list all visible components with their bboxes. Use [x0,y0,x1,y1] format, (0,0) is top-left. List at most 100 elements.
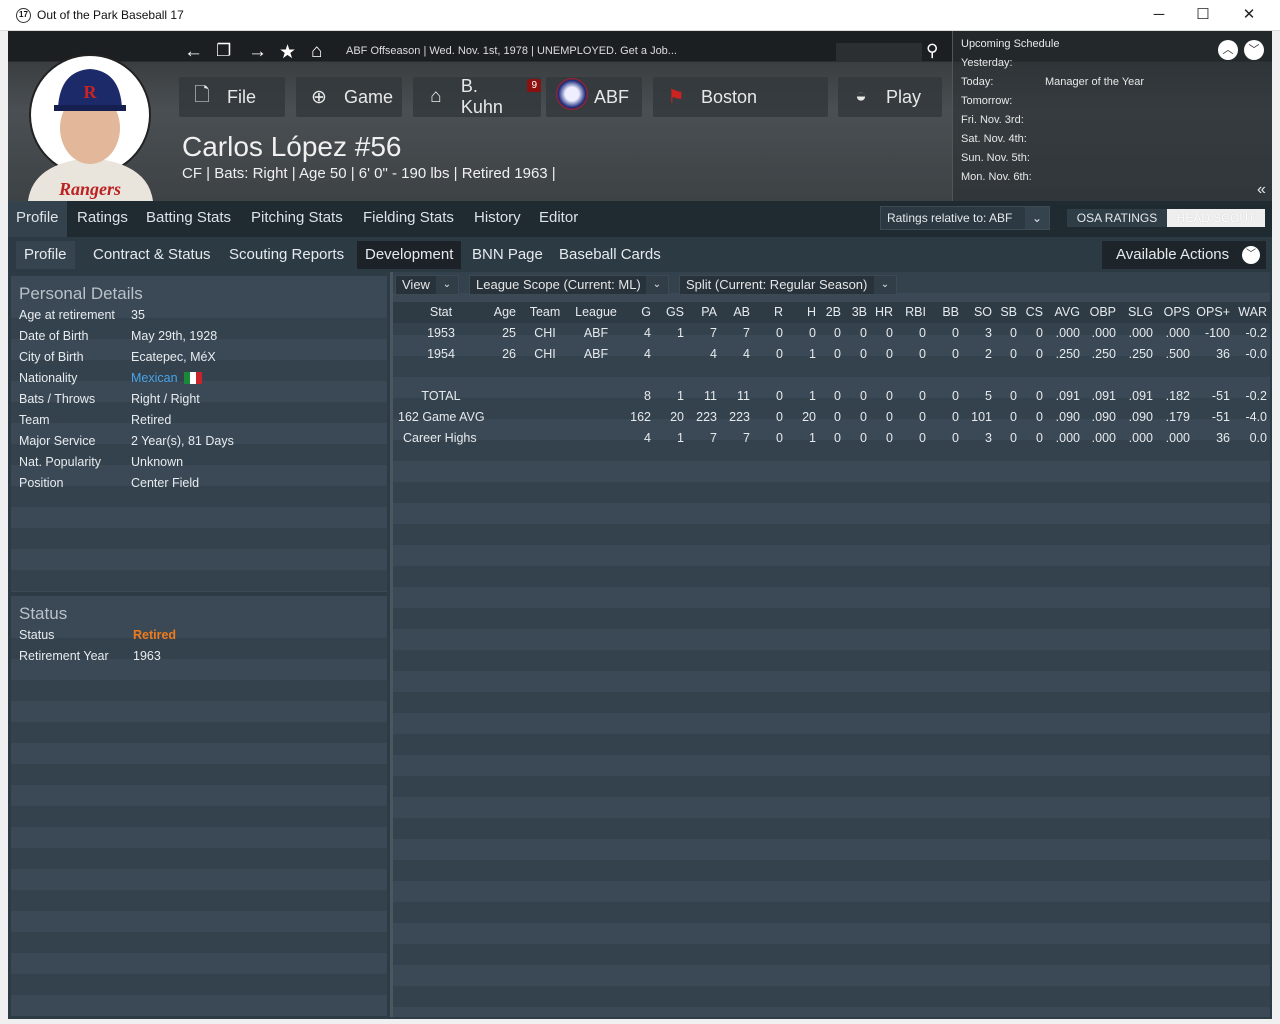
stat-cell: 0 [1036,326,1043,340]
subtab-development[interactable]: Development [357,241,462,269]
stat-cell: 0 [776,431,783,445]
row-label: 1953 [427,326,455,340]
subtab-baseball-cards[interactable]: Baseball Cards [559,246,661,263]
menu-file-button[interactable]: 🗋 File [179,77,285,117]
menu-manager-button[interactable]: ⌂ B. Kuhn 9 [413,76,541,117]
stat-cell: .000 [1128,326,1153,340]
svg-text:R: R [84,82,98,102]
minimize-button[interactable]: ─ [1153,6,1165,23]
back-arrow-icon[interactable]: ← [184,41,203,62]
tab-batting-stats[interactable]: Batting Stats [146,209,232,226]
detail-value: Center Field [131,476,200,490]
menu-abf-button[interactable]: ABF [546,77,642,117]
baseball-icon: ◒ [855,86,867,107]
stat-cell: 0 [834,326,841,340]
tab-pitching-stats[interactable]: Pitching Stats [251,209,343,226]
subtab-contract-status[interactable]: Contract & Status [93,246,211,263]
stat-cell: .090 [1128,410,1153,424]
detail-value: Unknown [131,455,184,469]
ratings-relative-select[interactable]: Ratings relative to: ABF ⌄ [880,206,1050,230]
tab-editor[interactable]: Editor [539,209,579,226]
stat-cell: .090 [1055,410,1080,424]
home-icon[interactable]: ⌂ [311,41,323,62]
subtab-bnn-page[interactable]: BNN Page [472,246,543,263]
stat-cell: .090 [1091,410,1116,424]
stat-cell: -51 [1211,410,1230,424]
tab-ratings[interactable]: Ratings [77,209,128,226]
stat-cell: 0 [952,326,959,340]
stat-cell: 0 [1036,410,1043,424]
stat-cell: 11 [704,389,717,403]
column-header-rbi: RBI [905,305,926,319]
available-actions-label: Available Actions [1116,246,1230,263]
forward-arrow-icon[interactable]: → [248,41,267,62]
menu-label: Game [344,86,394,107]
subtab-scouting-reports[interactable]: Scouting Reports [229,246,345,263]
detail-value[interactable]: Mexican [131,371,202,385]
stat-cell: -51 [1211,389,1230,403]
view-dropdown[interactable]: View ⌄ [395,275,459,295]
stat-cell: 0 [886,347,893,361]
collapse-icon[interactable]: « [1257,181,1266,198]
stat-cell: .179 [1165,410,1190,424]
stat-cell: 36 [1216,347,1230,361]
tabs-extras: Ratings relative to: ABF ⌄ OSA RATINGS HE… [8,201,1272,237]
tab-fielding-stats[interactable]: Fielding Stats [363,209,454,226]
player-avatar: Rangers R [28,54,153,201]
column-header-ops: OPS+ [1196,305,1230,319]
menu-play-button[interactable]: ◒ Play [838,77,942,117]
menu-game-button[interactable]: ⊕ Game [296,77,402,117]
stat-cell: 7 [743,326,750,340]
stat-cell: .000 [1091,431,1116,445]
chevron-up-icon[interactable]: ︿ [1218,40,1238,60]
search-icon[interactable]: ⚲ [926,41,939,60]
maximize-button[interactable]: ☐ [1196,6,1210,23]
stat-cell: CHI [534,347,556,361]
app-logo-icon: 17 [16,8,31,23]
file-icon: 🗋 [194,85,210,106]
stat-cell: .500 [1165,347,1190,361]
menu-label: Boston [701,86,758,107]
status-value: Retired [133,628,177,642]
stat-cell: 7 [710,326,717,340]
search-input[interactable] [836,43,922,61]
stat-cell: 0 [1036,347,1043,361]
breadcrumb: ABF Offseason | Wed. Nov. 1st, 1978 | UN… [346,45,677,57]
schedule-day: Sun. Nov. 5th: [961,152,1030,164]
chevron-down-icon: ⌄ [646,276,668,294]
stat-cell: 0 [1010,347,1017,361]
stat-cell: 0 [1036,389,1043,403]
stat-cell: 4 [644,326,651,340]
chevron-down-icon[interactable]: ﹀ [1244,40,1264,60]
subtab-profile[interactable]: Profile [16,241,75,269]
split-dropdown[interactable]: Split (Current: Regular Season) ⌄ [679,275,897,295]
league-scope-dropdown[interactable]: League Scope (Current: ML) ⌄ [469,275,669,295]
schedule-title: Upcoming Schedule [961,38,1060,50]
stat-cell: -0.0 [1245,347,1267,361]
column-header-h: H [806,305,816,319]
close-button[interactable]: ✕ [1242,6,1256,23]
globe-icon: ⊕ [311,86,327,108]
column-header-age: Age [493,305,516,319]
stat-cell: 0 [776,347,783,361]
osa-ratings-toggle[interactable]: OSA RATINGS [1067,209,1167,227]
tab-profile[interactable]: Profile [8,201,67,237]
stat-cell: 0 [834,431,841,445]
tab-history[interactable]: History [474,209,521,226]
detail-label: City of Birth [19,350,84,364]
stat-cell: 0 [834,410,841,424]
menu-boston-button[interactable]: ⚑ Boston [653,77,828,117]
copy-icon[interactable]: ❐ [216,41,232,60]
schedule-event: Manager of the Year [1045,76,1145,88]
head-scout-toggle[interactable]: HEAD SCOUT [1167,209,1265,227]
stat-cell: 8 [644,389,651,403]
detail-value: May 29th, 1928 [131,329,218,343]
ratings-relative-label: Ratings relative to: ABF [887,211,1013,225]
panel-title: Personal Details [11,276,387,304]
detail-label: Position [19,476,64,490]
star-icon[interactable]: ★ [279,42,297,63]
stat-cell: 7 [710,431,717,445]
available-actions-button[interactable]: Available Actions ﹀ [1102,241,1266,269]
chevron-down-icon: ⌄ [874,276,896,294]
stat-cell: 4 [644,347,651,361]
